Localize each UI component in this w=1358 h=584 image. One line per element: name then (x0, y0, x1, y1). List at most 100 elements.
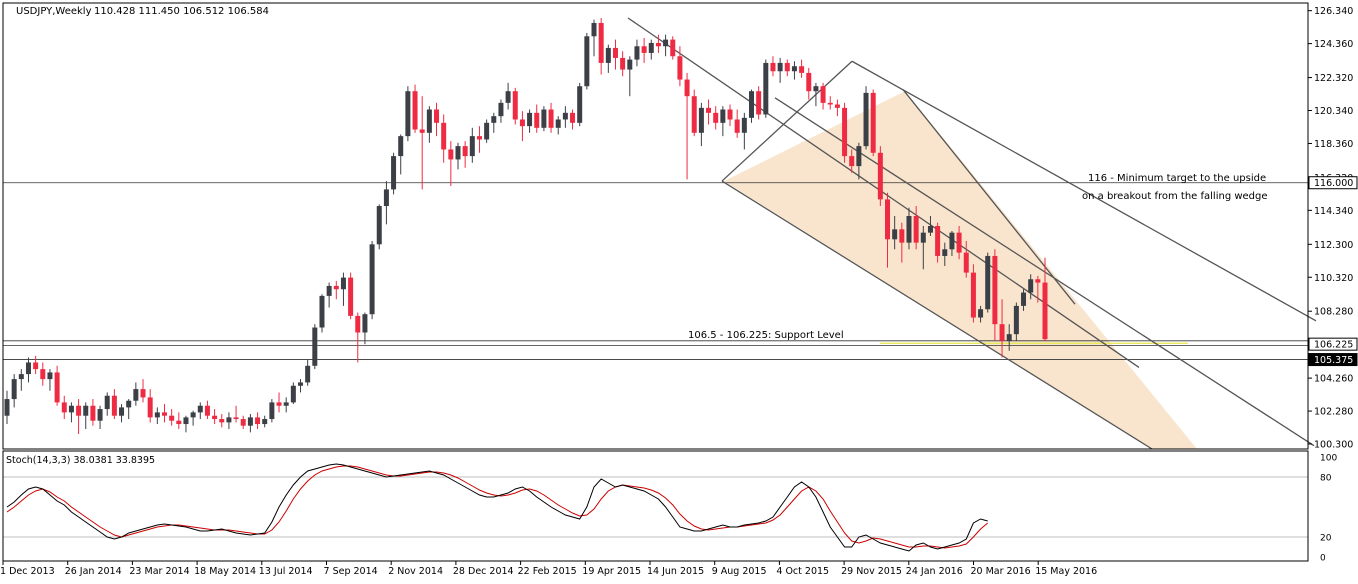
y-tick-label: 104.260 (1314, 374, 1353, 385)
candle-body (355, 315, 361, 333)
candle-body (476, 136, 482, 140)
candle-body (405, 91, 411, 137)
candle-body (899, 229, 905, 243)
candle-body (677, 56, 683, 80)
candle-body (176, 420, 182, 425)
candle-body (40, 369, 46, 380)
x-tick-label: 13 Jul 2014 (259, 566, 313, 577)
x-tick-label: 28 Dec 2014 (453, 566, 514, 577)
candle-body (842, 107, 848, 157)
candle-body (820, 86, 826, 103)
candle-body (462, 146, 468, 157)
candle-body (154, 412, 160, 418)
candle-body (269, 402, 275, 420)
chart-title: USDJPY,Weekly (16, 6, 92, 17)
candle-body (333, 285, 339, 290)
candle-body (927, 226, 933, 233)
candle-body (827, 102, 833, 105)
candle-body (441, 122, 447, 150)
candle-body (97, 409, 103, 421)
candle-body (748, 91, 754, 118)
candle-body (920, 232, 926, 243)
target-annotation-line2: on a breakout from the falling wedge (1082, 191, 1268, 202)
candle-body (83, 405, 89, 416)
stoch-tick-label: 80 (1320, 474, 1332, 484)
candle-body (913, 216, 919, 243)
candle-body (856, 146, 862, 167)
candle-body (849, 156, 855, 167)
candle-body (770, 62, 776, 72)
candle-body (741, 117, 747, 133)
candle-body (734, 119, 740, 133)
price-label-105375-box (1308, 353, 1358, 367)
candle-body (68, 405, 74, 413)
candle-body (126, 400, 132, 408)
price-label-116-box (1308, 176, 1358, 190)
candle-body (298, 382, 304, 386)
candle-body (190, 412, 196, 418)
candle-body (76, 405, 82, 416)
rising-leg-line (721, 60, 853, 182)
candle-body (834, 104, 840, 108)
candle-body (591, 22, 597, 37)
candle-body (1028, 279, 1034, 293)
candle-body (706, 107, 712, 113)
price-label-105375: 105.375 (1314, 355, 1353, 366)
wedge-apex-line (902, 89, 1076, 305)
y-tick-label: 108.280 (1314, 307, 1353, 318)
candle-body (634, 46, 640, 60)
candle-body (791, 66, 797, 72)
candle-body (104, 395, 110, 410)
candle-body (806, 72, 812, 92)
y-tick-label: 122.320 (1314, 73, 1353, 84)
candle-body (570, 112, 576, 123)
y-tick-label: 102.280 (1314, 407, 1353, 418)
candle-body (691, 96, 697, 133)
candle-body (663, 39, 669, 47)
candle-body (627, 59, 633, 70)
x-tick-label: 20 Mar 2016 (971, 566, 1031, 577)
candle-body (698, 107, 704, 133)
candle-body (4, 399, 10, 416)
price-frame (2, 2, 1309, 450)
candle-body (949, 232, 955, 250)
candle-body (505, 91, 511, 103)
x-tick-label: 22 Feb 2015 (518, 566, 577, 577)
candle-body (1042, 282, 1048, 340)
candle-body (262, 419, 268, 425)
candle-body (519, 119, 525, 127)
candle-body (340, 277, 346, 290)
price-label-116: 116.000 (1314, 178, 1353, 189)
candle-body (598, 22, 604, 63)
candle-body (391, 156, 397, 190)
candle-body (412, 91, 418, 130)
candle-body (720, 109, 726, 123)
target-annotation-line1: 116 - Minimum target to the upside (1088, 173, 1266, 184)
y-tick-label: 114.340 (1314, 206, 1353, 217)
candle-body (169, 415, 175, 421)
outer-channel-upper-line (851, 60, 1317, 322)
candle-body (240, 419, 246, 426)
x-tick-label: 26 Jan 2014 (65, 566, 122, 577)
candle-body (226, 417, 232, 423)
stochastic-label: Stoch(14,3,3) 38.0381 33.8395 (6, 455, 155, 466)
candle-body (419, 129, 425, 133)
support-annotation: 106.5 - 106.225: Support Level (688, 330, 844, 341)
candle-body (978, 309, 984, 318)
candle-body (727, 109, 733, 120)
y-tick-label: 118.360 (1314, 139, 1353, 150)
candle-body (255, 417, 261, 425)
y-tick-label: 124.360 (1314, 39, 1353, 50)
candle-body (877, 152, 883, 200)
candle-body (383, 189, 389, 207)
candle-body (61, 402, 67, 413)
y-tick-label: 100.300 (1314, 440, 1353, 451)
candle-body (1035, 279, 1041, 283)
candle-body (534, 112, 540, 128)
candle-body (548, 109, 554, 128)
candle-body (212, 415, 218, 420)
candle-body (434, 109, 440, 123)
x-tick-label: 7 Sep 2014 (324, 566, 378, 577)
x-tick-label: 14 Jun 2015 (647, 566, 704, 577)
candle-body (283, 402, 289, 406)
